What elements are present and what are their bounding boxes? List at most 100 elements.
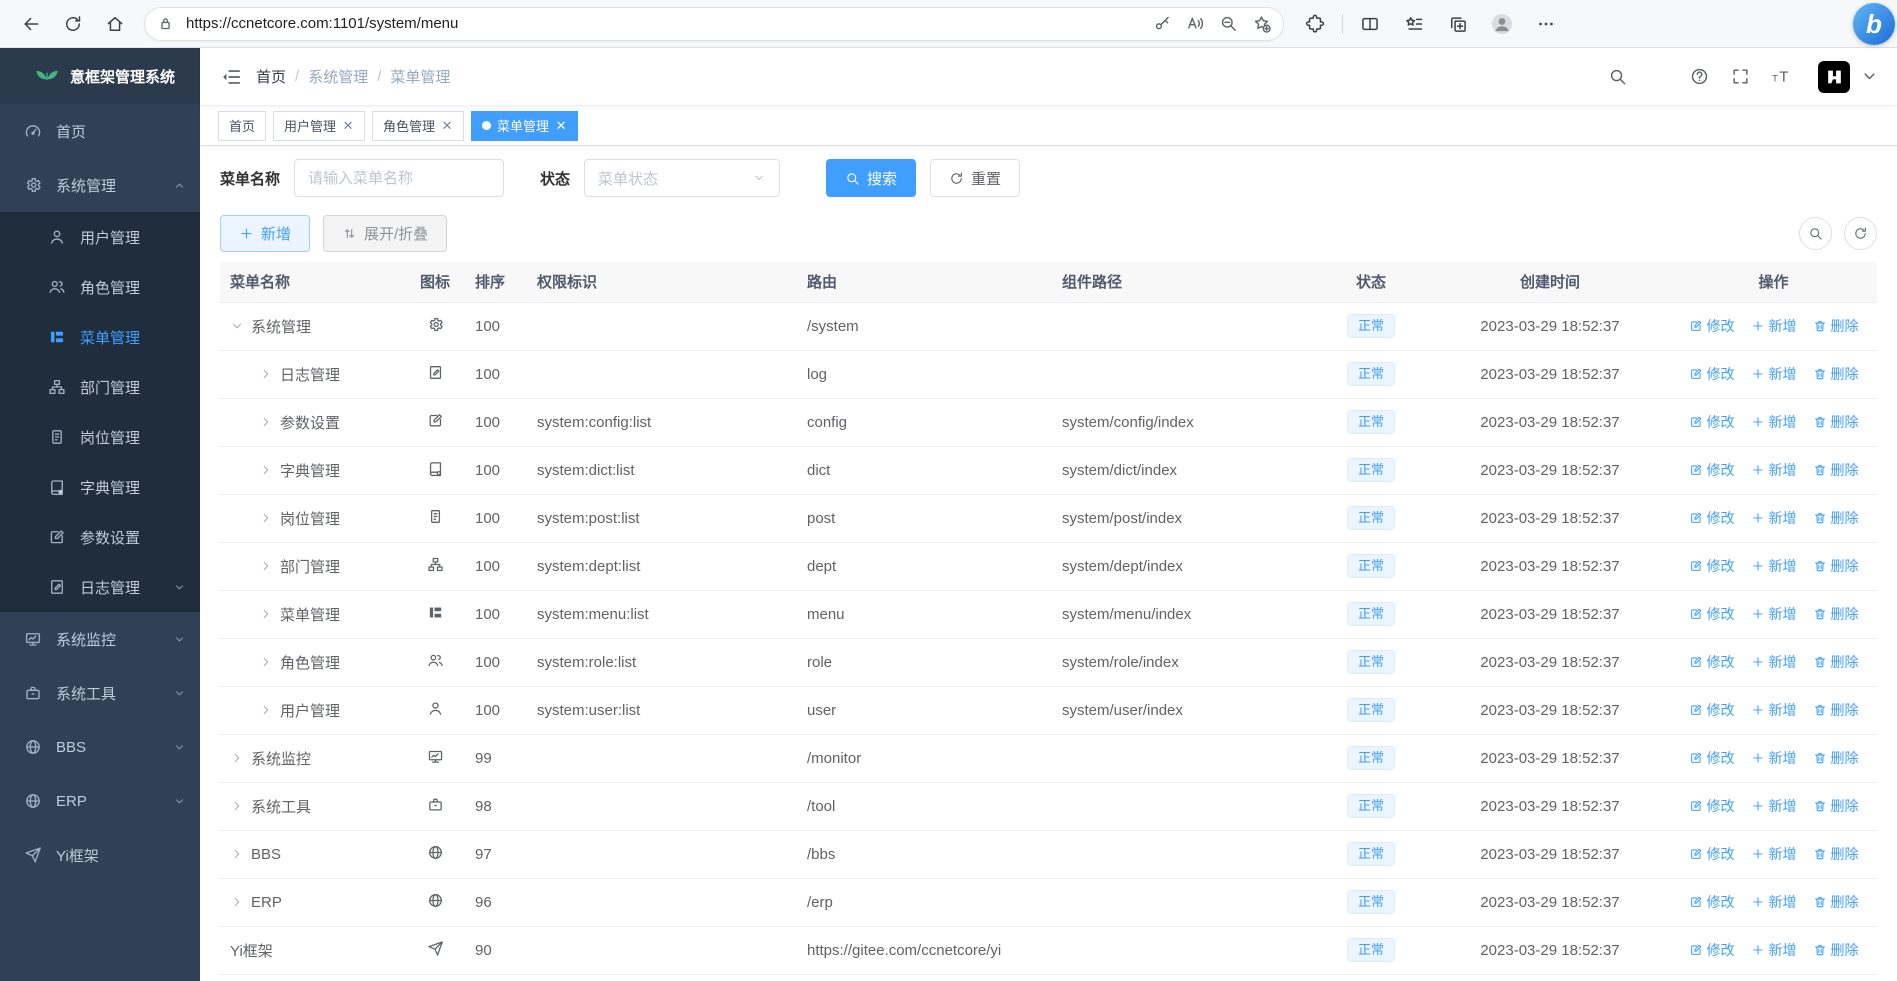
- browser-profile-button[interactable]: [1485, 7, 1519, 41]
- tree-caret-right-icon[interactable]: [259, 607, 273, 621]
- delete-action[interactable]: 删除: [1813, 364, 1859, 384]
- edit-action[interactable]: 修改: [1689, 556, 1735, 576]
- tree-caret-right-icon[interactable]: [259, 511, 273, 525]
- close-tab-icon[interactable]: ✕: [441, 117, 453, 133]
- tree-caret-right-icon[interactable]: [259, 415, 273, 429]
- edit-action[interactable]: 修改: [1689, 364, 1735, 384]
- close-tab-icon[interactable]: ✕: [555, 117, 567, 133]
- sidebar-fold-icon[interactable]: [220, 66, 242, 88]
- tree-caret-right-icon[interactable]: [230, 751, 244, 765]
- app-logo[interactable]: 意框架管理系统: [0, 48, 200, 104]
- browser-menu-button[interactable]: [1529, 7, 1563, 41]
- add-action[interactable]: 新增: [1751, 652, 1797, 672]
- add-action[interactable]: 新增: [1751, 892, 1797, 912]
- browser-back-button[interactable]: [14, 7, 48, 41]
- edit-action[interactable]: 修改: [1689, 604, 1735, 624]
- edit-action[interactable]: 修改: [1689, 844, 1735, 864]
- add-action[interactable]: 新增: [1751, 412, 1797, 432]
- add-action[interactable]: 新增: [1751, 316, 1797, 336]
- tab-首页[interactable]: 首页: [218, 110, 267, 141]
- sidebar-item-ERP[interactable]: ERP: [0, 774, 200, 828]
- fullscreen-icon[interactable]: [1731, 67, 1750, 86]
- status-select[interactable]: 菜单状态: [584, 159, 781, 197]
- bing-chat-button[interactable]: b: [1853, 3, 1895, 45]
- add-button[interactable]: 新增: [220, 214, 311, 252]
- sidebar-item-菜单管理[interactable]: 菜单管理: [0, 312, 200, 362]
- menu-name-input[interactable]: [294, 159, 505, 197]
- tree-caret-right-icon[interactable]: [259, 703, 273, 717]
- add-action[interactable]: 新增: [1751, 556, 1797, 576]
- edit-action[interactable]: 修改: [1689, 508, 1735, 528]
- tab-角色管理[interactable]: 角色管理 ✕: [372, 110, 465, 141]
- add-action[interactable]: 新增: [1751, 844, 1797, 864]
- user-avatar[interactable]: [1818, 60, 1850, 93]
- delete-action[interactable]: 删除: [1813, 316, 1859, 336]
- breadcrumb-system[interactable]: 系统管理: [308, 69, 369, 86]
- url-text[interactable]: https://ccnetcore.com:1101/system/menu: [186, 15, 459, 32]
- tree-caret-right-icon[interactable]: [230, 895, 244, 909]
- add-action[interactable]: 新增: [1751, 364, 1797, 384]
- header-search-icon[interactable]: [1608, 67, 1627, 86]
- tree-caret-right-icon[interactable]: [259, 559, 273, 573]
- add-action[interactable]: 新增: [1751, 700, 1797, 720]
- edit-action[interactable]: 修改: [1689, 460, 1735, 480]
- address-bar[interactable]: https://ccnetcore.com:1101/system/menu: [144, 6, 1284, 41]
- tab-菜单管理[interactable]: 菜单管理 ✕: [471, 110, 579, 141]
- delete-action[interactable]: 删除: [1813, 412, 1859, 432]
- zoom-out-icon[interactable]: [1219, 14, 1238, 33]
- sidebar-item-参数设置[interactable]: 参数设置: [0, 512, 200, 562]
- browser-refresh-button[interactable]: [56, 7, 90, 41]
- sidebar-item-系统监控[interactable]: 系统监控: [0, 612, 200, 666]
- avatar-caret-icon[interactable]: [1860, 67, 1879, 86]
- help-icon[interactable]: [1690, 67, 1709, 86]
- close-tab-icon[interactable]: ✕: [342, 117, 354, 133]
- github-icon[interactable]: [1649, 67, 1668, 86]
- edit-action[interactable]: 修改: [1689, 940, 1735, 960]
- delete-action[interactable]: 删除: [1813, 940, 1859, 960]
- sidebar-item-用户管理[interactable]: 用户管理: [0, 212, 200, 262]
- tree-caret-down-icon[interactable]: [230, 319, 244, 333]
- delete-action[interactable]: 删除: [1813, 748, 1859, 768]
- show-search-toggle-button[interactable]: [1799, 216, 1832, 250]
- tree-caret-right-icon[interactable]: [259, 463, 273, 477]
- reset-button[interactable]: 重置: [930, 159, 1021, 197]
- delete-action[interactable]: 删除: [1813, 892, 1859, 912]
- tree-caret-right-icon[interactable]: [230, 847, 244, 861]
- add-action[interactable]: 新增: [1751, 796, 1797, 816]
- delete-action[interactable]: 删除: [1813, 700, 1859, 720]
- add-favorite-icon[interactable]: [1252, 14, 1271, 33]
- add-action[interactable]: 新增: [1751, 748, 1797, 768]
- collections-button[interactable]: [1441, 7, 1475, 41]
- edit-action[interactable]: 修改: [1689, 748, 1735, 768]
- tab-用户管理[interactable]: 用户管理 ✕: [273, 110, 366, 141]
- edit-action[interactable]: 修改: [1689, 412, 1735, 432]
- edit-action[interactable]: 修改: [1689, 316, 1735, 336]
- delete-action[interactable]: 删除: [1813, 604, 1859, 624]
- tree-caret-right-icon[interactable]: [259, 367, 273, 381]
- sidebar-item-角色管理[interactable]: 角色管理: [0, 262, 200, 312]
- password-icon[interactable]: [1153, 14, 1172, 33]
- browser-essentials-button[interactable]: [1298, 7, 1332, 41]
- delete-action[interactable]: 删除: [1813, 556, 1859, 576]
- edit-action[interactable]: 修改: [1689, 700, 1735, 720]
- add-action[interactable]: 新增: [1751, 604, 1797, 624]
- delete-action[interactable]: 删除: [1813, 796, 1859, 816]
- favorites-button[interactable]: [1397, 7, 1431, 41]
- delete-action[interactable]: 删除: [1813, 844, 1859, 864]
- sidebar-item-岗位管理[interactable]: 岗位管理: [0, 412, 200, 462]
- browser-home-button[interactable]: [98, 7, 132, 41]
- sidebar-item-系统管理[interactable]: 系统管理: [0, 158, 200, 212]
- sidebar-item-字典管理[interactable]: 字典管理: [0, 462, 200, 512]
- sidebar-item-Yi框架[interactable]: Yi框架: [0, 828, 200, 882]
- edit-action[interactable]: 修改: [1689, 796, 1735, 816]
- edit-action[interactable]: 修改: [1689, 892, 1735, 912]
- sidebar-item-首页[interactable]: 首页: [0, 104, 200, 158]
- add-action[interactable]: 新增: [1751, 940, 1797, 960]
- delete-action[interactable]: 删除: [1813, 652, 1859, 672]
- add-action[interactable]: 新增: [1751, 508, 1797, 528]
- tree-caret-right-icon[interactable]: [230, 799, 244, 813]
- search-button[interactable]: 搜索: [826, 159, 917, 197]
- tree-caret-right-icon[interactable]: [259, 655, 273, 669]
- split-screen-button[interactable]: [1353, 7, 1387, 41]
